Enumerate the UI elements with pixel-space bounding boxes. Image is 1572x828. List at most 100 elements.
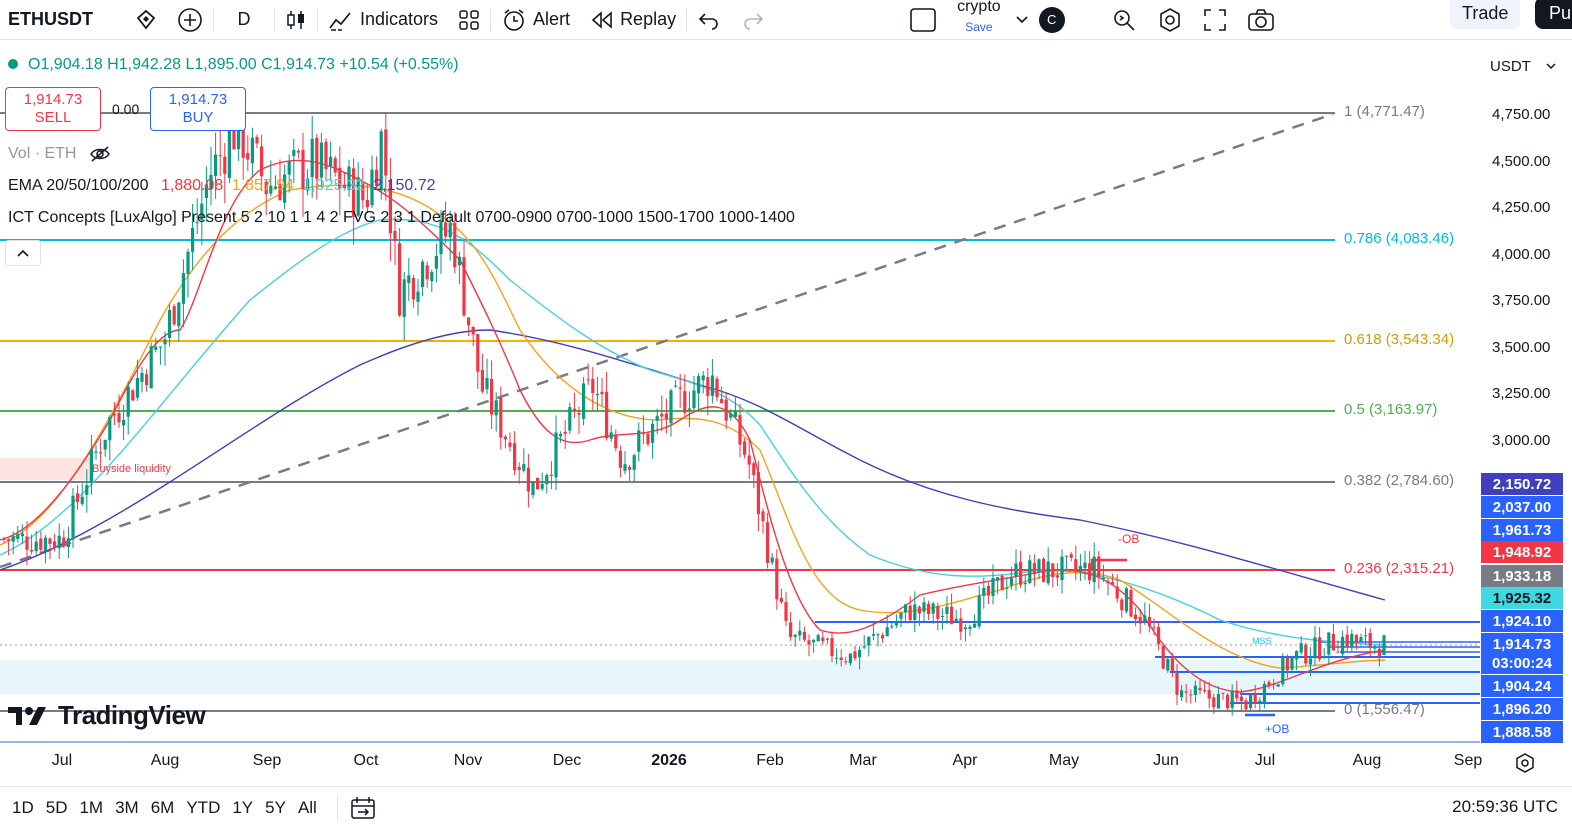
layout-square-icon[interactable] bbox=[899, 0, 947, 40]
camera-icon[interactable] bbox=[1237, 0, 1285, 40]
candle-body bbox=[922, 602, 926, 612]
candle-body bbox=[1055, 575, 1059, 578]
buyside-liquidity-label: Buyside liquidity bbox=[92, 463, 171, 475]
candle-body bbox=[1322, 656, 1326, 658]
watchlist-flag-icon[interactable] bbox=[125, 0, 167, 40]
ict-legend[interactable]: ICT Concepts [LuxAlgo] Present 5 2 10 1 … bbox=[8, 209, 795, 226]
ema-200-line bbox=[0, 329, 1386, 601]
candle-body bbox=[1115, 586, 1119, 599]
candle-body bbox=[11, 536, 15, 542]
candle-body bbox=[1304, 644, 1308, 664]
volume-legend[interactable]: Vol · ETH bbox=[8, 145, 111, 163]
fullscreen-icon[interactable] bbox=[1193, 0, 1237, 40]
eye-hidden-icon[interactable] bbox=[89, 146, 111, 162]
tradingview-logo-icon bbox=[8, 706, 46, 725]
compare-add-icon[interactable] bbox=[167, 0, 213, 40]
sell-button[interactable]: 1,914.73 SELL bbox=[5, 87, 101, 131]
candle-body bbox=[347, 166, 351, 190]
candle-body bbox=[733, 411, 737, 417]
candle-body bbox=[779, 598, 783, 603]
collapse-legend-button[interactable] bbox=[5, 240, 41, 266]
range-button-all[interactable]: All bbox=[297, 797, 317, 817]
interval-button[interactable]: D bbox=[237, 9, 251, 29]
candle-body bbox=[678, 387, 682, 389]
candle-body bbox=[209, 174, 213, 190]
buy-label: BUY bbox=[182, 109, 214, 126]
trade-button[interactable]: Trade bbox=[1450, 0, 1521, 29]
candle-body bbox=[660, 413, 664, 417]
candle-body bbox=[39, 538, 43, 550]
time-tick: Dec bbox=[552, 752, 582, 769]
candle-body bbox=[1267, 682, 1271, 686]
alert-button[interactable]: Alert bbox=[491, 0, 580, 40]
candle-body bbox=[1345, 634, 1349, 647]
range-button-1d[interactable]: 1D bbox=[12, 797, 34, 817]
time-tick: Apr bbox=[952, 752, 978, 769]
candle-body bbox=[991, 577, 995, 597]
candle-body bbox=[986, 585, 990, 596]
indicators-button[interactable]: Indicators bbox=[318, 0, 448, 40]
replay-button[interactable]: Replay bbox=[580, 0, 686, 40]
candle-body bbox=[1111, 582, 1115, 585]
layout-save-button[interactable]: crypto Save bbox=[947, 0, 1011, 40]
candle-body bbox=[1253, 694, 1257, 704]
ema-legend[interactable]: EMA 20/50/100/200 1,880.08 1,857.94 1,92… bbox=[8, 177, 436, 195]
go-to-date-icon[interactable] bbox=[350, 796, 376, 820]
price-label: 1,925.32 bbox=[1481, 587, 1563, 609]
range-button-1y[interactable]: 1Y bbox=[232, 797, 254, 817]
trend-line[interactable] bbox=[0, 112, 1334, 569]
candle-body bbox=[577, 412, 581, 415]
candle-body bbox=[582, 383, 586, 419]
range-button-ytd[interactable]: YTD bbox=[186, 797, 221, 817]
time-tick: Jul bbox=[1254, 752, 1276, 769]
redo-icon[interactable] bbox=[731, 0, 775, 40]
chevron-down-icon[interactable] bbox=[1011, 0, 1033, 40]
templates-grid-icon[interactable] bbox=[448, 0, 490, 40]
quick-search-icon[interactable] bbox=[1101, 0, 1147, 40]
buy-button[interactable]: 1,914.73 BUY bbox=[150, 87, 246, 131]
undo-icon[interactable] bbox=[687, 0, 731, 40]
candle-body bbox=[1249, 694, 1253, 708]
candle-body bbox=[793, 634, 797, 637]
alert-label: Alert bbox=[533, 9, 571, 29]
settings-gear-icon[interactable] bbox=[1147, 0, 1193, 40]
candle-body bbox=[720, 399, 724, 404]
chart-settings-icon[interactable] bbox=[1514, 752, 1536, 774]
currency-selector[interactable]: USDT bbox=[1482, 52, 1564, 80]
candle-body bbox=[191, 227, 195, 252]
candle-body bbox=[1065, 555, 1069, 557]
range-button-6m[interactable]: 6M bbox=[150, 797, 175, 817]
candle-body bbox=[853, 651, 857, 659]
range-button-5d[interactable]: 5D bbox=[45, 797, 68, 817]
publish-button[interactable]: Pu bbox=[1535, 0, 1572, 29]
candle-body bbox=[1221, 692, 1225, 694]
candle-body bbox=[471, 326, 475, 335]
candle-body bbox=[1281, 657, 1285, 685]
symbol-search[interactable]: ETHUSDT bbox=[8, 9, 93, 29]
candle-body bbox=[609, 432, 613, 439]
utc-clock[interactable]: 20:59:36 UTC bbox=[1452, 797, 1558, 816]
candle-body bbox=[1272, 683, 1276, 686]
candle-body bbox=[490, 378, 494, 415]
price-chart[interactable]: Buyside liquidity -OB +OB MSS bbox=[0, 41, 1572, 783]
candle-body bbox=[1299, 643, 1303, 653]
candle-body bbox=[747, 455, 751, 465]
candle-body bbox=[830, 637, 834, 657]
range-button-1m[interactable]: 1M bbox=[79, 797, 104, 817]
price-label: 2,150.72 bbox=[1481, 473, 1563, 495]
user-avatar[interactable]: C bbox=[1033, 0, 1071, 40]
candlestick-series[interactable] bbox=[2, 113, 1386, 716]
candle-body bbox=[1341, 636, 1345, 655]
candle-body bbox=[517, 466, 521, 470]
candle-body bbox=[411, 277, 415, 300]
candle-body bbox=[706, 377, 710, 396]
candle-body bbox=[1138, 616, 1142, 624]
range-button-3m[interactable]: 3M bbox=[115, 797, 139, 817]
candle-body bbox=[329, 156, 333, 167]
candle-body bbox=[559, 433, 563, 437]
candle-body bbox=[1189, 694, 1193, 696]
candle-body bbox=[99, 452, 103, 454]
candle-body bbox=[140, 372, 144, 382]
candles-icon[interactable] bbox=[275, 0, 317, 40]
range-button-5y[interactable]: 5Y bbox=[265, 797, 286, 817]
